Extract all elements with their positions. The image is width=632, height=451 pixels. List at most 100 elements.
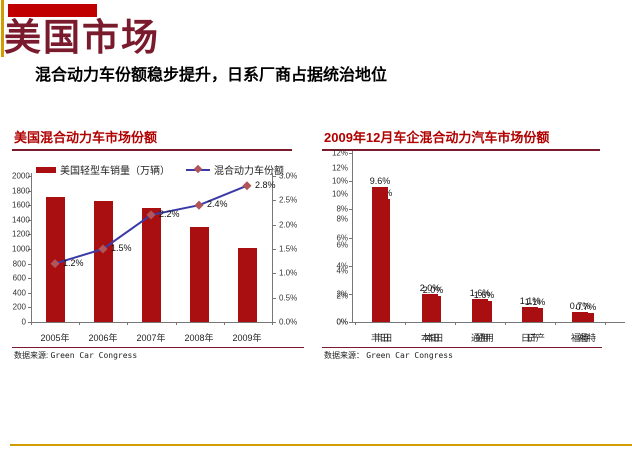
y-axis-tick-label: 0% — [336, 317, 348, 327]
sales-bar-2007年 — [141, 207, 161, 322]
x-axis-tick — [505, 322, 506, 325]
y-axis-tick-label-ghost: 4% — [336, 266, 348, 276]
x-category-label-ghost: 本田 — [424, 333, 444, 343]
right-axis-tick-label: 0.5% — [279, 293, 298, 303]
right-axis-tick — [273, 249, 276, 250]
gold-bottom-line — [10, 444, 632, 446]
left-chart: 美国混合动力车市场份额 美国轻型车销量（万辆） 混合动力车份额 2000 1800… — [12, 126, 320, 378]
y-axis-tick-label: 10% — [331, 176, 348, 186]
sales-bar-2008年 — [189, 227, 209, 322]
y-axis-tick-label-ghost: 6% — [336, 240, 348, 250]
left-axis-tick-label: 2000 — [12, 171, 30, 181]
x-axis — [352, 322, 625, 323]
x-axis-tick — [555, 322, 556, 325]
left-source: 数据来源: Green Car Congress — [14, 350, 137, 361]
left-axis-tick — [28, 307, 31, 309]
bar-value-label: 0.7% — [569, 301, 591, 312]
right-y-axis — [272, 173, 273, 322]
left-axis-tick-label: 1200 — [12, 229, 30, 239]
right-chart-title-underline — [322, 149, 600, 151]
bar-value-label-ghost: 1.6% — [473, 290, 495, 301]
line-point-label: 2.2% — [159, 208, 180, 219]
y-axis-tick — [349, 153, 352, 154]
page-subtitle: 混合动力车份额稳步提升，日系厂商占据统治地位 — [35, 67, 388, 84]
x-axis-tick — [272, 322, 273, 325]
right-axis-tick — [273, 200, 276, 202]
right-source: 数据来源： Green Car Congress — [324, 350, 453, 361]
left-axis-tick-label: 600 — [12, 273, 26, 283]
diamond-marker-icon — [242, 181, 252, 191]
x-category-label: 2009年 — [232, 333, 262, 343]
y-axis-tick-label-ghost: 10% — [331, 189, 348, 199]
y-axis-tick — [349, 181, 352, 183]
share-bar-福特 — [572, 312, 588, 322]
right-axis-tick-label: 2.0% — [279, 220, 298, 230]
right-source-label: 数据来源： — [324, 351, 364, 360]
line-point-label: 1.5% — [111, 243, 132, 253]
left-y-axis — [31, 173, 32, 322]
x-category-label: 日产 — [520, 333, 540, 343]
x-category-label: 福特 — [570, 333, 590, 343]
left-axis-tick-label: 200 — [12, 302, 26, 312]
bar-value-label: 9.6% — [369, 175, 391, 186]
y-axis-tick-label: 12% — [331, 148, 348, 158]
x-axis-tick — [175, 322, 177, 325]
sales-bar-2005年 — [45, 197, 65, 322]
right-chart: 2009年12月车企混合动力汽车市场份额 12% 12% 10% 10% 8% 8% 6% 6… — [322, 126, 632, 378]
left-axis-tick-label: 0 — [21, 317, 26, 327]
line-point-label: 2.4% — [207, 199, 228, 210]
share-bar-丰田 — [372, 186, 388, 322]
legend-label-share: 混合动力车份额 — [214, 166, 284, 177]
left-axis-tick — [28, 234, 31, 236]
left-axis-tick — [28, 249, 31, 250]
right-chart-title: 2009年12月车企混合动力汽车市场份额 — [324, 130, 550, 145]
bar-swatch-icon — [36, 166, 56, 173]
right-axis-tick-label: 1.5% — [279, 244, 298, 254]
y-axis-tick — [349, 322, 352, 323]
x-category-label: 本田 — [420, 333, 440, 343]
left-axis-tick-label: 1600 — [12, 200, 30, 210]
share-bar-通用 — [472, 299, 488, 322]
right-axis-tick-label: 1.0% — [279, 268, 298, 278]
left-axis-tick — [28, 292, 31, 294]
left-chart-title-underline — [12, 149, 292, 151]
line-point-label: 1.2% — [63, 257, 84, 268]
x-category-label: 丰田 — [370, 333, 390, 343]
right-axis-tick-label: 3.0% — [279, 171, 298, 181]
x-category-label: 2007年 — [136, 333, 166, 343]
y-axis-tick-label: 8% — [336, 204, 348, 214]
bar-value-label-ghost: 1.1% — [524, 296, 546, 307]
x-axis-tick — [355, 322, 356, 325]
y-axis-tick — [349, 237, 352, 239]
legend-item-share: 混合动力车份额 — [186, 162, 284, 177]
x-axis-tick — [79, 322, 81, 325]
left-axis-tick — [28, 263, 31, 265]
legend-label-sales: 美国轻型车销量（万辆） — [60, 166, 170, 177]
y-axis-tick-label-ghost: 2% — [336, 291, 348, 301]
bar-value-label-ghost: 2.0% — [422, 285, 444, 296]
x-axis-tick — [223, 322, 225, 325]
sales-bar-2009年 — [237, 247, 257, 322]
page-title: 美国市场 — [4, 17, 160, 58]
x-axis-tick — [405, 322, 406, 325]
right-source-text: Green Car Congress — [366, 351, 453, 360]
line-point-label: 2.8% — [255, 179, 276, 190]
y-axis-tick-label-ghost: 8% — [336, 214, 348, 224]
x-axis-tick — [455, 322, 456, 325]
x-category-label-ghost: 通用 — [475, 333, 495, 343]
left-chart-title: 美国混合动力车市场份额 — [14, 130, 158, 145]
y-axis-tick — [349, 209, 352, 211]
left-axis-tick — [28, 176, 31, 177]
x-category-label-ghost: 丰田 — [373, 333, 393, 343]
bar-value-label: 1.1% — [519, 295, 541, 306]
left-axis-tick — [28, 322, 31, 323]
share-bar-本田 — [422, 293, 438, 322]
x-category-label-ghost: 福特 — [577, 333, 597, 343]
y-axis-tick-label: 4% — [336, 261, 348, 271]
right-axis-tick — [273, 322, 276, 323]
left-axis-tick-label: 1400 — [12, 215, 30, 225]
left-source-divider — [12, 347, 304, 348]
right-chart-plot: 12%12%10%10%8%8%6%6%4%4%2%2%0%0%9.6%丰田2.… — [322, 126, 632, 378]
x-category-label: 通用 — [470, 333, 490, 343]
